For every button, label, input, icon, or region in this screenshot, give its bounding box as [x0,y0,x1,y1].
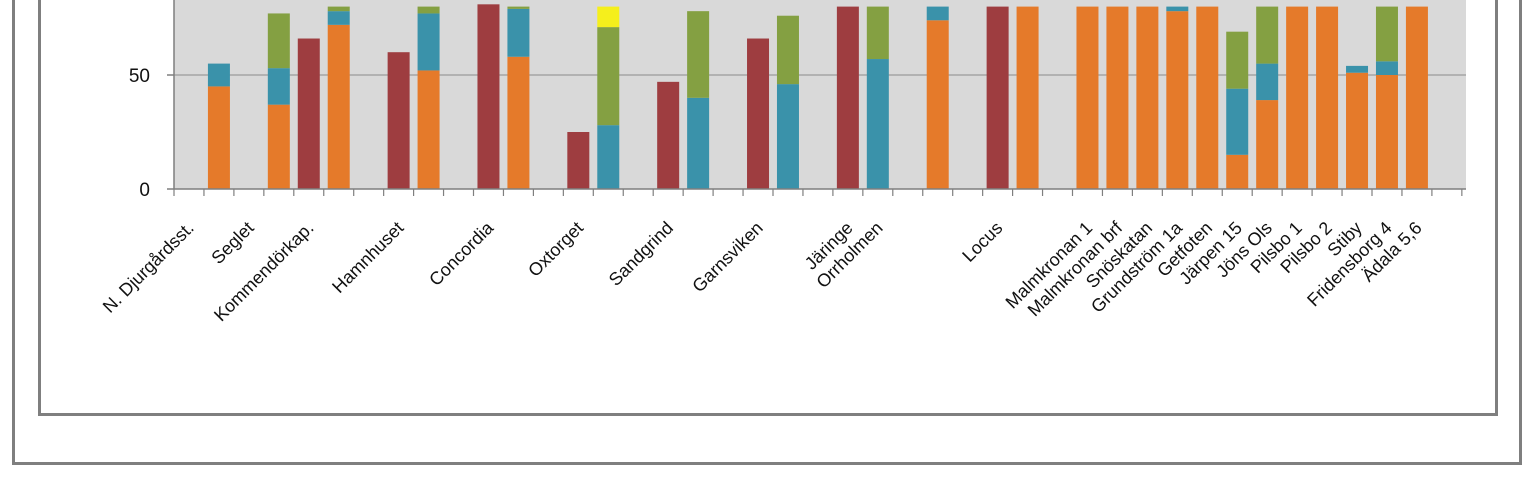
bar-segment-orange [1405,6,1428,189]
bar-segment-teal [776,84,799,189]
category-label: Sandgrind [605,218,677,290]
bar-segment-teal [417,13,440,71]
bar-segment-teal [597,125,620,189]
bar-segment-orange [1016,6,1039,189]
category-label: Seglet [207,218,257,268]
bar-segment-teal [687,97,710,189]
bar-segment-orange [1076,6,1099,189]
y-tick-label: 0 [139,180,150,201]
category-label: Hamnhuset [328,218,407,297]
bar-segment-teal [327,11,350,25]
category-label: Locus [958,218,1006,266]
bar-segment-red [297,38,320,189]
bar-segment-red [657,81,680,189]
bar-segment-green [1256,6,1279,64]
bar-segment-red [567,132,590,189]
bar-segment-green [1375,6,1398,62]
y-tick-label: 50 [129,66,150,87]
bar-segment-orange [327,24,350,190]
bar-segment-teal [507,8,530,57]
bar-segment-green [507,6,530,9]
bar-segment-teal [1226,88,1249,155]
bar-segment-orange [1316,6,1339,189]
bar-segment-teal [1346,65,1369,73]
bar-segment-green [1226,31,1249,89]
bar-segment-teal [1375,61,1398,75]
bar-segment-orange [926,20,949,190]
bar-segment-teal [1256,63,1279,101]
bar-segment-orange [1256,100,1279,189]
bar-segment-orange [1136,6,1159,189]
bar-segment-teal [866,59,889,189]
bar-segment-yellow [597,6,620,28]
bar-segment-red [836,6,859,189]
bar-segment-orange [507,56,530,190]
bar-segment-orange [1346,72,1369,189]
bar-segment-teal [1166,6,1189,12]
bar-segment-green [597,27,620,126]
bar-segment-orange [1196,6,1219,189]
bar-segment-teal [926,6,949,21]
bar-segment-orange [1375,75,1398,189]
bar-segment-red [387,52,410,190]
bar-segment-red [747,38,770,189]
bar-segment-green [866,6,889,60]
bar-segment-orange [1226,154,1249,189]
category-label: N. Djurgårdsst. [99,218,198,317]
bar-segment-red [986,6,1009,189]
bar-segment-green [776,15,799,85]
bar-segment-orange [1286,6,1309,189]
bar-segment-green [417,6,440,14]
category-label: Oxtorget [524,218,587,281]
bar-segment-orange [1166,11,1189,189]
bar-segment-green [687,11,710,98]
category-label: Garnsviken [688,218,767,297]
bar-segment-orange [417,70,440,189]
bar-segment-orange [1106,6,1129,189]
bar-segment-green [267,13,290,69]
bar-segment-teal [207,63,230,87]
bar-segment-red [477,4,500,189]
category-label: Concordia [425,217,498,290]
bar-segment-orange [207,86,230,189]
bar-segment-orange [267,104,290,189]
bar-segment-teal [267,68,290,105]
bar-segment-green [327,6,350,12]
